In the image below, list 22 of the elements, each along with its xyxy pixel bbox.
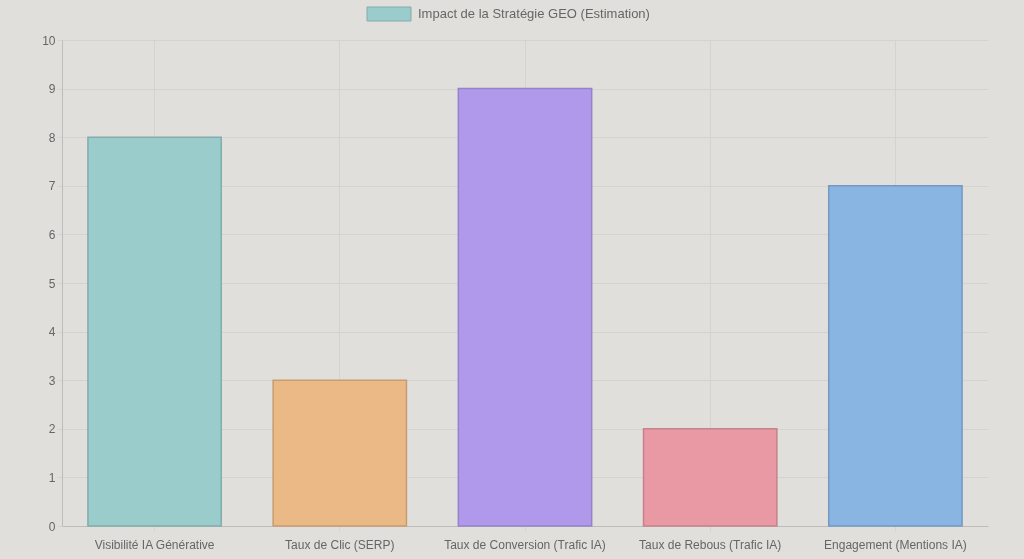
y-tick-label: 2 [48,422,56,437]
y-tick-label: 6 [48,227,56,242]
bar [642,428,778,527]
y-tick-label: 0 [48,519,56,534]
legend-label: Impact de la Stratégie GEO (Estimation) [418,6,650,21]
bar [457,87,593,527]
x-tick-label: Taux de Conversion (Trafic IA) [444,537,606,552]
y-tick-label: 7 [48,179,56,194]
y-tick-label: 5 [48,276,56,291]
x-tick-label: Visibilité IA Générative [94,537,215,552]
x-tick-label: Taux de Clic (SERP) [285,537,395,552]
y-tick-label: 1 [48,470,56,485]
y-tick-label: 9 [48,82,56,97]
y-tick-label: 4 [48,325,56,340]
x-tick-label: Taux de Rebous (Trafic IA) [639,537,782,552]
y-tick-label: 8 [48,130,56,145]
y-tick-label: 3 [48,373,56,388]
bar [827,185,963,527]
bar [87,136,223,527]
y-tick-label: 10 [42,33,56,48]
x-tick-label: Engagement (Mentions IA) [824,537,967,552]
bar [272,379,408,527]
